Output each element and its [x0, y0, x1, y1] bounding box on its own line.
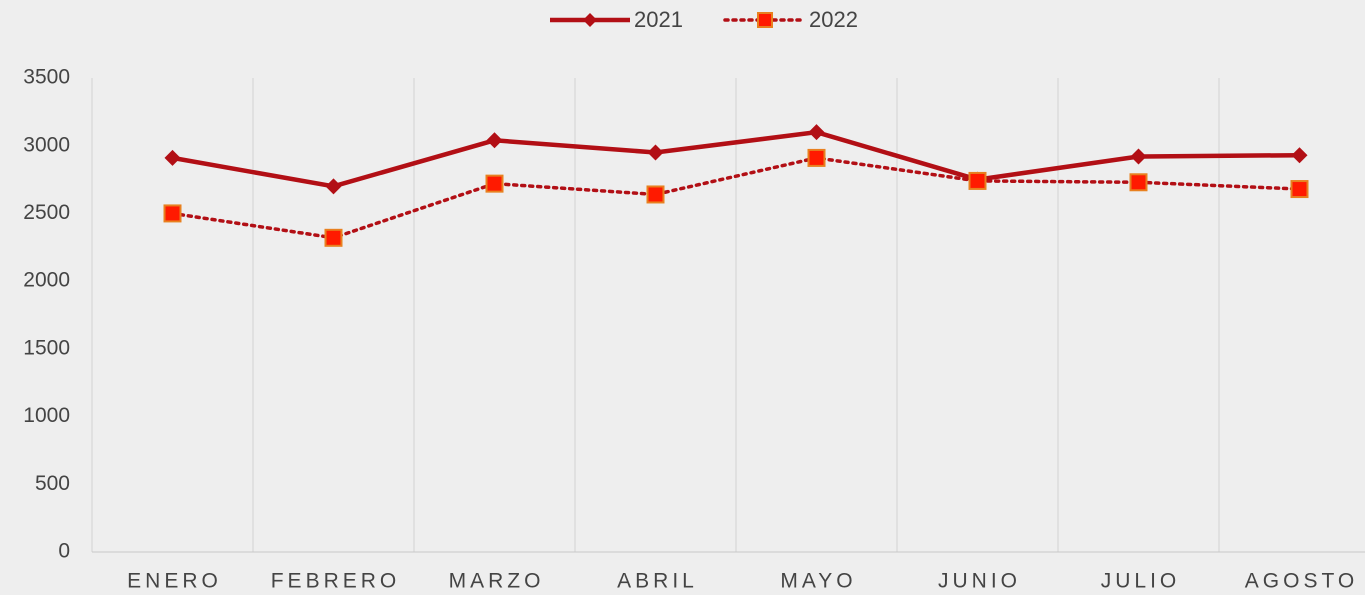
series-line [170, 156, 1302, 240]
point [1129, 173, 1148, 192]
point [1291, 147, 1308, 164]
point [325, 178, 342, 195]
series-line [172, 129, 1300, 189]
point [164, 149, 181, 166]
point [647, 144, 664, 161]
y-tick-label: 3500 [23, 66, 70, 89]
point [163, 204, 182, 223]
x-tick-label: MARZO [449, 570, 545, 593]
point [485, 174, 504, 193]
legend-label: 2022 [809, 7, 858, 32]
y-tick-label: 3000 [23, 133, 70, 156]
y-tick-label: 2500 [23, 201, 70, 224]
y-tick-label: 1500 [23, 336, 70, 359]
x-tick-label: JUNIO [938, 570, 1021, 593]
point [808, 124, 825, 141]
legend-label: 2021 [634, 7, 683, 32]
x-tick-label: ABRIL [617, 570, 698, 593]
x-tick-label: JULIO [1101, 570, 1181, 593]
point [1290, 180, 1309, 199]
legend-marker [757, 12, 773, 28]
y-tick-label: 1000 [23, 404, 70, 427]
x-tick-label: ENERO [127, 570, 222, 593]
x-tick-label: AGOSTO [1245, 570, 1358, 593]
point [324, 228, 343, 247]
point [646, 185, 665, 204]
y-tick-label: 0 [58, 540, 70, 563]
point [968, 171, 987, 190]
y-tick-label: 500 [35, 472, 70, 495]
point [1130, 148, 1147, 165]
y-tick-label: 2000 [23, 269, 70, 292]
x-tick-label: FEBRERO [271, 570, 401, 593]
x-tick-label: MAYO [780, 570, 856, 593]
point [486, 132, 503, 149]
legend-marker [583, 13, 597, 27]
point [807, 148, 826, 167]
